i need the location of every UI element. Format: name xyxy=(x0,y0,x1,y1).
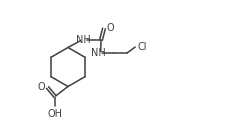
Text: OH: OH xyxy=(47,109,63,119)
Text: O: O xyxy=(37,82,45,91)
Text: NH: NH xyxy=(76,35,91,45)
Text: Cl: Cl xyxy=(138,42,147,52)
Text: NH: NH xyxy=(91,48,106,58)
Text: O: O xyxy=(107,23,114,33)
